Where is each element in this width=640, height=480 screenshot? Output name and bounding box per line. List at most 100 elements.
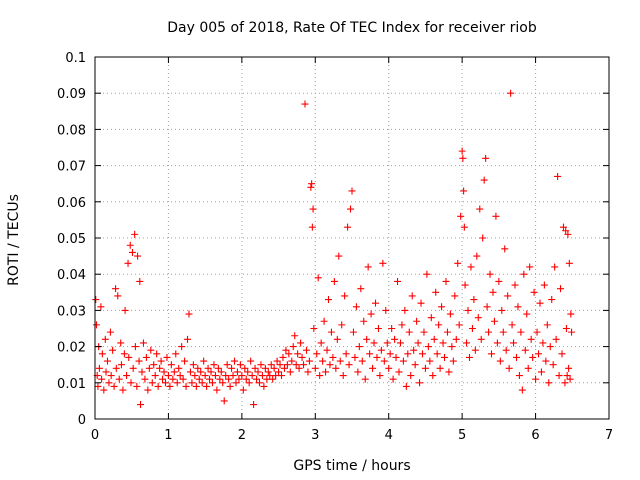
data-point [161,379,169,387]
data-point [121,306,129,314]
data-point [112,364,120,372]
data-point [551,263,559,271]
data-point [345,361,353,369]
data-point [557,285,565,293]
data-point [385,364,393,372]
data-point [468,325,476,332]
data-point [254,368,262,376]
data-point [410,346,418,354]
data-point [250,401,258,409]
data-point [379,259,387,267]
data-point [138,368,146,376]
data-point [182,382,190,390]
data-point [361,375,369,383]
data-points [92,89,576,409]
data-point [291,332,299,340]
data-point [380,357,388,365]
data-point [216,375,224,383]
data-point [134,252,142,260]
data-point [294,350,302,358]
data-point [366,350,374,358]
data-point [441,353,449,361]
data-point [272,372,280,380]
data-point [510,339,518,347]
data-point [317,339,325,347]
data-point [131,230,139,238]
data-point [436,364,444,372]
data-point [106,328,114,336]
data-point [320,317,328,325]
data-point [266,372,274,380]
data-point [424,343,432,351]
data-point [248,372,256,380]
data-point [367,310,375,318]
data-point [398,321,406,329]
data-point [511,281,519,289]
y-tick-label: 0.03 [57,304,86,319]
data-point [145,364,153,372]
data-point [467,263,475,271]
data-point [549,361,557,369]
data-point [488,350,496,358]
data-point [339,372,347,380]
data-point [520,270,528,278]
data-point [235,375,243,383]
data-point [120,350,128,358]
data-point [195,375,203,383]
data-point [238,372,246,380]
data-point [117,339,125,347]
data-point [465,353,473,361]
data-point [370,339,378,347]
data-point [208,379,216,387]
data-point [220,397,228,405]
data-point [499,328,507,336]
data-point [154,382,162,390]
data-point [184,335,192,343]
data-point [325,296,333,304]
data-point [247,357,255,365]
data-point [479,234,487,242]
data-point [486,270,494,278]
data-point [563,372,571,380]
data-point [241,364,249,372]
data-point [395,368,403,376]
data-point [233,368,241,376]
data-point [148,379,156,387]
data-point [490,317,498,325]
data-point [493,339,501,347]
data-point [330,277,338,285]
data-point [363,335,371,343]
data-point [455,321,463,329]
data-point [280,364,288,372]
data-point [349,328,357,336]
data-point [201,372,209,380]
data-point [388,325,396,332]
data-point [242,375,250,383]
data-point [454,259,462,267]
data-point [305,357,313,365]
y-tick-label: 0.06 [57,196,86,211]
data-point [261,364,269,372]
data-point [364,263,372,271]
data-point [540,281,548,289]
data-point [275,368,283,376]
data-point [123,372,131,380]
data-point [236,361,244,369]
data-point [264,368,272,376]
data-point [562,227,570,235]
data-point [175,364,183,372]
data-point [278,372,286,380]
data-point [289,343,297,351]
data-point [532,375,540,383]
data-point [244,368,252,376]
data-point [559,223,567,231]
data-point [298,353,306,361]
data-point [283,361,291,369]
data-point [258,372,266,380]
data-point [286,368,294,376]
data-point [473,252,481,260]
data-point [102,368,110,376]
y-tick-labels: 0 0.01 0.02 0.03 0.04 0.05 0.06 0.07 0.08 0.09 0.1 [57,51,86,428]
data-point [179,375,187,383]
data-point [335,252,343,260]
